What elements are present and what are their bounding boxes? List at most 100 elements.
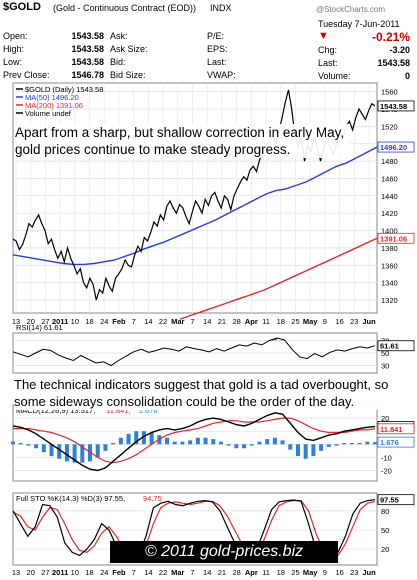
stockcharts-watermark: @StockCharts.com <box>316 5 386 14</box>
x-tick-label: May <box>303 317 318 326</box>
x-tick-label-bottom: 7 <box>190 568 194 577</box>
macd-histogram-bar <box>141 431 146 445</box>
macd-histogram-bar <box>11 441 15 445</box>
chg-value: -3.20 <box>389 45 410 55</box>
price-tick-label: 1400 <box>381 227 398 236</box>
price-last-value-0-box <box>377 100 415 112</box>
x-tick-label-bottom: May <box>303 568 318 577</box>
x-tick-label-bottom: 23 <box>350 568 358 577</box>
macd-histogram-bar <box>64 444 69 462</box>
x-tick-label-bottom: 10 <box>71 568 79 577</box>
macd-histogram-bar <box>41 444 46 453</box>
bid-size-label: Bid Size: <box>110 70 146 80</box>
price-tick-label: 1440 <box>381 192 398 201</box>
price-tick-label: 1320 <box>381 296 398 305</box>
x-tick-label: 7 <box>132 317 136 326</box>
macd-histogram-bar <box>373 442 377 445</box>
macd-histogram-bar <box>319 444 324 451</box>
macd-histogram-bar <box>195 437 200 445</box>
macd-histogram-bar <box>365 441 370 445</box>
macd-histogram-bar <box>265 439 270 445</box>
macd-histogram-bar <box>72 444 77 463</box>
sto-legend-0: Full STO %K(14,3) %D(3) 97.55, <box>16 494 125 503</box>
eps-label: EPS: <box>207 44 228 54</box>
exchange-label: INDX <box>210 3 232 13</box>
macd-histogram-bar <box>49 444 54 457</box>
last-label-mid: Last: <box>207 57 227 67</box>
price-tick-label: 1340 <box>381 279 398 288</box>
x-tick-label: 27 <box>41 317 49 326</box>
x-tick-label: 18 <box>277 317 285 326</box>
change-percent: -0.21% <box>371 30 410 44</box>
volume-label: Volume: <box>318 71 351 81</box>
macd-histogram-bar <box>218 441 223 445</box>
macd-histogram-bar <box>234 444 239 449</box>
rsi-last-value: 61.61 <box>380 342 399 351</box>
macd-histogram-bar <box>180 441 185 445</box>
annotation-indicators: The technical indicators suggest that go… <box>14 377 406 410</box>
x-tick-label: Apr <box>245 317 258 326</box>
price-last-value-1-box <box>377 141 415 153</box>
macd-last-value-1: 11.841 <box>380 425 403 434</box>
x-tick-label-bottom: Mar <box>171 568 184 577</box>
macd-histogram-bar <box>249 444 254 446</box>
x-tick-label: 7 <box>190 317 194 326</box>
macd-histogram-bar <box>257 441 262 445</box>
sto-last-value-box <box>377 494 415 506</box>
price-legend-3: Volume undef <box>25 109 72 118</box>
rsi-tick-label: 30 <box>381 362 389 371</box>
high-label: High: <box>3 44 25 54</box>
x-tick-label-bottom: 18 <box>85 568 93 577</box>
x-tick-label-bottom: 24 <box>100 568 108 577</box>
copyright-banner: © 2011 gold-prices.biz <box>110 541 338 563</box>
x-tick-label-bottom: 25 <box>291 568 299 577</box>
rsi-legend-0: RSI(14) 61.61 <box>16 323 63 332</box>
x-tick-label: Mar <box>171 317 184 326</box>
macd-histogram-bar <box>272 437 277 445</box>
quote-date: Tuesday 7-Jun-2011 <box>318 19 400 29</box>
macd-histogram-bar <box>111 443 116 445</box>
macd-histogram-bar <box>34 444 39 449</box>
x-tick-label-bottom: 28 <box>232 568 240 577</box>
macd-histogram-bar <box>188 440 193 445</box>
x-tick-label: 28 <box>232 317 240 326</box>
x-tick-label: 14 <box>203 317 211 326</box>
macd-histogram-bar <box>334 444 339 446</box>
sto-tick-label: 50 <box>381 526 389 535</box>
x-tick-label-bottom: 21 <box>218 568 226 577</box>
x-tick-label: 2011 <box>52 317 68 326</box>
price-tick-label: 1360 <box>381 261 398 270</box>
sto-legend-1: 94.75 <box>143 494 162 503</box>
low-label: Low: <box>3 57 23 67</box>
volume-value: 0 <box>404 71 410 81</box>
x-tick-label: 14 <box>144 317 152 326</box>
x-tick-label: 18 <box>85 317 93 326</box>
macd-line <box>12 412 376 472</box>
macd-histogram-bar <box>126 433 131 445</box>
x-tick-label: Feb <box>112 317 126 326</box>
price-last-value-2: 1391.06 <box>380 234 407 243</box>
x-tick-label-bottom: 16 <box>335 568 343 577</box>
x-tick-label-bottom: 14 <box>203 568 211 577</box>
ma200-line <box>179 237 378 320</box>
price-legend-2: MA(200) 1391.06 <box>25 101 83 110</box>
macd-last-value-1-box <box>377 423 415 435</box>
x-tick-label: 25 <box>291 317 299 326</box>
high-value: 1543.58 <box>71 44 104 54</box>
rsi-overbought-fill <box>276 339 285 341</box>
low-value: 1543.58 <box>71 57 104 67</box>
macd-histogram-bar <box>311 444 316 457</box>
macd-histogram-bar <box>280 440 285 445</box>
x-tick-label-bottom: 20 <box>27 568 35 577</box>
sto-tick-label: 80 <box>381 507 389 516</box>
x-tick-label-bottom: 2011 <box>52 568 68 577</box>
macd-histogram-bar <box>226 444 231 446</box>
macd-histogram-bar <box>288 444 293 450</box>
macd-legend-2: 1.676 <box>139 406 158 415</box>
x-tick-label: 21 <box>218 317 226 326</box>
macd-histogram-bar <box>211 439 216 445</box>
chg-label: Chg: <box>318 45 338 55</box>
sto-d-line <box>12 500 376 558</box>
macd-last-value-2: 1.676 <box>380 438 399 447</box>
